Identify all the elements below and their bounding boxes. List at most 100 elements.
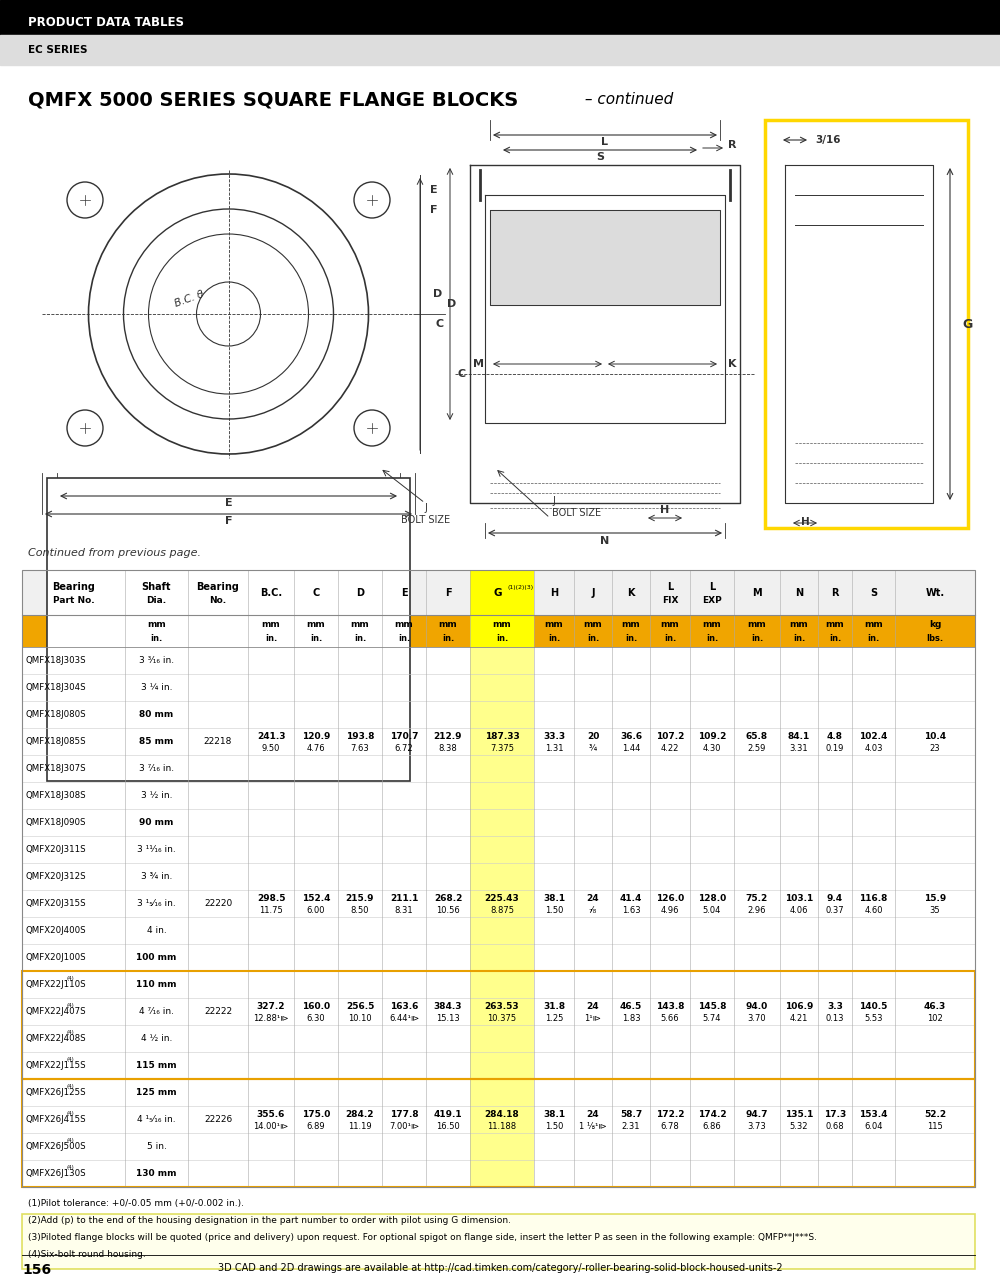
Text: 6.78: 6.78 [661,1123,679,1132]
Text: 5 in.: 5 in. [147,1142,166,1151]
Text: (4): (4) [67,1084,74,1089]
Text: Bearing: Bearing [197,582,239,593]
Text: H: H [660,506,670,515]
Text: QMFX26J415S: QMFX26J415S [26,1115,87,1124]
Bar [22,972,975,1079]
Text: G: G [962,317,972,330]
Text: 1.63: 1.63 [622,906,640,915]
Text: 1.31: 1.31 [545,744,563,753]
Text: L: L [709,582,715,593]
Text: 128.0: 128.0 [698,893,726,902]
Text: EC SERIES: EC SERIES [28,45,88,55]
Text: N: N [600,536,610,547]
Text: mm: mm [439,620,457,628]
Text: mm: mm [622,620,640,628]
Text: 10.10: 10.10 [348,1014,372,1023]
Text: 115 mm: 115 mm [136,1061,177,1070]
Text: M: M [473,358,484,369]
Text: 22222: 22222 [204,1007,232,1016]
Text: QMFX26J500S: QMFX26J500S [26,1142,87,1151]
Text: S: S [596,152,604,163]
Text: (4): (4) [67,1004,74,1009]
Text: mm: mm [545,620,563,628]
Text: 4.22: 4.22 [661,744,679,753]
Text: H: H [801,517,809,527]
Text: 1.50: 1.50 [545,906,563,915]
Text: 156: 156 [22,1263,51,1277]
Text: QMFX22J115S: QMFX22J115S [26,1061,87,1070]
Text: 5.74: 5.74 [703,1014,721,1023]
Bar [765,120,968,527]
Bar [470,614,534,646]
Text: 106.9: 106.9 [785,1002,813,1011]
Text: 125 mm: 125 mm [136,1088,177,1097]
Text: 135.1: 135.1 [785,1110,813,1119]
Text: 419.1: 419.1 [434,1110,462,1119]
FancyBboxPatch shape [47,477,410,781]
Text: 187.33: 187.33 [485,732,519,741]
Text: H: H [550,588,558,598]
Text: R: R [831,588,839,598]
Text: 145.8: 145.8 [698,1002,726,1011]
Text: 10.375: 10.375 [487,1014,517,1023]
Bar [0,35,1000,65]
Text: 212.9: 212.9 [434,732,462,741]
Text: Shaft: Shaft [142,582,171,593]
Text: lbs.: lbs. [926,634,944,643]
Text: in.: in. [625,634,637,643]
Text: 4 ½ in.: 4 ½ in. [141,1034,172,1043]
Text: 3 ¼ in.: 3 ¼ in. [141,684,172,692]
Text: 175.0: 175.0 [302,1110,330,1119]
Text: 6.44¹⧐: 6.44¹⧐ [389,1014,419,1023]
Text: 263.53: 263.53 [485,1002,519,1011]
Bar [22,570,975,1187]
Text: mm: mm [703,620,721,628]
Text: J: J [591,588,595,598]
Text: 38.1: 38.1 [543,1110,565,1119]
Text: 65.8: 65.8 [746,732,768,741]
Text: L: L [602,137,608,147]
Text: (4): (4) [67,1030,74,1036]
Text: 4.06: 4.06 [790,906,808,915]
Text: Continued from previous page.: Continued from previous page. [28,548,201,558]
Text: FIX: FIX [662,596,678,605]
Bar [0,0,1000,35]
Text: 6.89: 6.89 [307,1123,325,1132]
Text: G: G [494,588,502,598]
Text: in.: in. [664,634,676,643]
Text: F: F [445,588,451,598]
Text: QMFX18J304S: QMFX18J304S [26,684,87,692]
Text: 5.04: 5.04 [703,906,721,915]
Text: 5.53: 5.53 [864,1014,883,1023]
Text: in.: in. [751,634,763,643]
Text: 1 ⅛¹⧐: 1 ⅛¹⧐ [579,1123,607,1132]
Text: 8.50: 8.50 [351,906,369,915]
Text: 177.8: 177.8 [390,1110,418,1119]
Text: QMFX18J307S: QMFX18J307S [26,764,87,773]
Text: 116.8: 116.8 [859,893,888,902]
Text: K: K [627,588,635,598]
Text: 143.8: 143.8 [656,1002,684,1011]
Text: in.: in. [150,634,163,643]
Text: QMFX20J312S: QMFX20J312S [26,872,87,881]
Text: kg: kg [929,620,941,628]
Text: QMFX22J407S: QMFX22J407S [26,1007,87,1016]
Text: 1.83: 1.83 [622,1014,640,1023]
Text: K: K [728,358,736,369]
Text: 75.2: 75.2 [746,893,768,902]
Text: 3.31: 3.31 [790,744,808,753]
Text: QMFX18J090S: QMFX18J090S [26,818,87,827]
Text: 17.3: 17.3 [824,1110,846,1119]
Text: 1.44: 1.44 [622,744,640,753]
Text: 90 mm: 90 mm [139,818,174,827]
Text: 102: 102 [927,1014,943,1023]
Text: 24: 24 [587,893,599,902]
Text: 327.2: 327.2 [257,1002,285,1011]
Text: 11.188: 11.188 [487,1123,517,1132]
Bar [470,570,534,614]
Text: E: E [225,498,232,508]
Text: 115: 115 [927,1123,943,1132]
Text: Dia.: Dia. [146,596,167,605]
Text: 268.2: 268.2 [434,893,462,902]
Text: mm: mm [395,620,413,628]
